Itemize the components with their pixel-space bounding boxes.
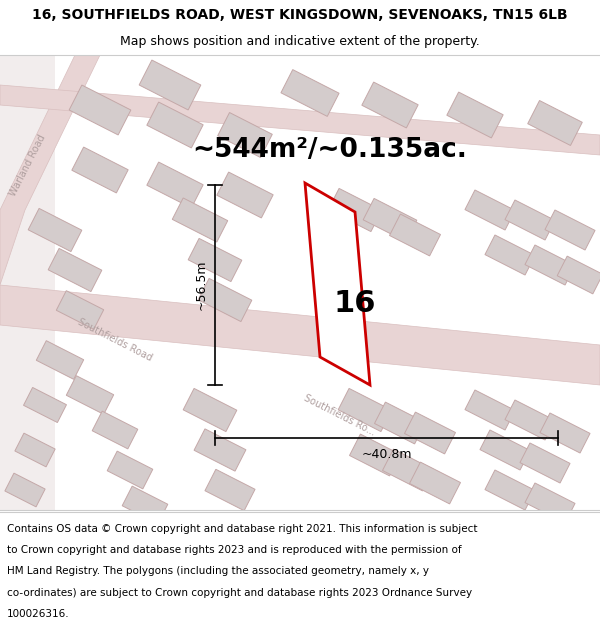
Text: 16: 16 <box>334 289 376 318</box>
Polygon shape <box>545 210 595 250</box>
Polygon shape <box>338 388 392 432</box>
Text: Southfields Road: Southfields Road <box>76 317 154 363</box>
Polygon shape <box>28 208 82 252</box>
Polygon shape <box>0 55 100 285</box>
Polygon shape <box>528 101 582 146</box>
Polygon shape <box>485 235 535 275</box>
Polygon shape <box>525 483 575 523</box>
Polygon shape <box>447 92 503 138</box>
Text: co-ordinates) are subject to Crown copyright and database rights 2023 Ordnance S: co-ordinates) are subject to Crown copyr… <box>7 588 472 598</box>
Polygon shape <box>363 198 417 242</box>
Polygon shape <box>374 402 425 444</box>
Text: 16, SOUTHFIELDS ROAD, WEST KINGSDOWN, SEVENOAKS, TN15 6LB: 16, SOUTHFIELDS ROAD, WEST KINGSDOWN, SE… <box>32 8 568 22</box>
Polygon shape <box>188 238 242 282</box>
Polygon shape <box>107 451 153 489</box>
Polygon shape <box>305 183 370 385</box>
Polygon shape <box>194 429 246 471</box>
Polygon shape <box>525 245 575 285</box>
Polygon shape <box>198 278 252 322</box>
Polygon shape <box>0 85 600 155</box>
Polygon shape <box>281 69 339 116</box>
Text: ~544m²/~0.135ac.: ~544m²/~0.135ac. <box>193 137 467 163</box>
Polygon shape <box>383 449 433 491</box>
Polygon shape <box>147 102 203 148</box>
Polygon shape <box>485 470 535 510</box>
Polygon shape <box>350 434 400 476</box>
Polygon shape <box>15 433 55 467</box>
Polygon shape <box>72 147 128 193</box>
Text: to Crown copyright and database rights 2023 and is reproduced with the permissio: to Crown copyright and database rights 2… <box>7 545 462 555</box>
Polygon shape <box>69 85 131 135</box>
Text: Map shows position and indicative extent of the property.: Map shows position and indicative extent… <box>120 35 480 48</box>
Polygon shape <box>0 285 600 385</box>
Polygon shape <box>92 411 138 449</box>
Polygon shape <box>520 443 570 483</box>
Text: ~56.5m: ~56.5m <box>194 260 208 310</box>
Polygon shape <box>465 190 515 230</box>
Text: Southfields Ro...: Southfields Ro... <box>302 392 377 438</box>
Polygon shape <box>328 188 382 232</box>
Polygon shape <box>218 112 272 158</box>
Polygon shape <box>5 473 45 507</box>
Text: ~40.8m: ~40.8m <box>361 449 412 461</box>
Polygon shape <box>480 430 530 470</box>
Polygon shape <box>122 486 168 524</box>
Polygon shape <box>540 413 590 453</box>
Polygon shape <box>56 291 104 329</box>
Polygon shape <box>183 388 237 432</box>
Polygon shape <box>465 390 515 430</box>
Polygon shape <box>389 214 440 256</box>
Text: Contains OS data © Crown copyright and database right 2021. This information is : Contains OS data © Crown copyright and d… <box>7 524 478 534</box>
Polygon shape <box>0 55 55 510</box>
Polygon shape <box>404 412 455 454</box>
Polygon shape <box>147 162 203 208</box>
Polygon shape <box>172 198 228 242</box>
Polygon shape <box>66 376 114 414</box>
Polygon shape <box>362 82 418 128</box>
Polygon shape <box>23 388 67 422</box>
Polygon shape <box>217 172 273 218</box>
Polygon shape <box>36 341 84 379</box>
Polygon shape <box>205 469 255 511</box>
Polygon shape <box>505 200 555 240</box>
Text: 100026316.: 100026316. <box>7 609 70 619</box>
Polygon shape <box>505 400 555 440</box>
Polygon shape <box>48 248 102 292</box>
Text: Warland Road: Warland Road <box>8 132 48 198</box>
Polygon shape <box>139 60 201 110</box>
Polygon shape <box>557 256 600 294</box>
Polygon shape <box>410 462 460 504</box>
Text: HM Land Registry. The polygons (including the associated geometry, namely x, y: HM Land Registry. The polygons (includin… <box>7 566 429 576</box>
